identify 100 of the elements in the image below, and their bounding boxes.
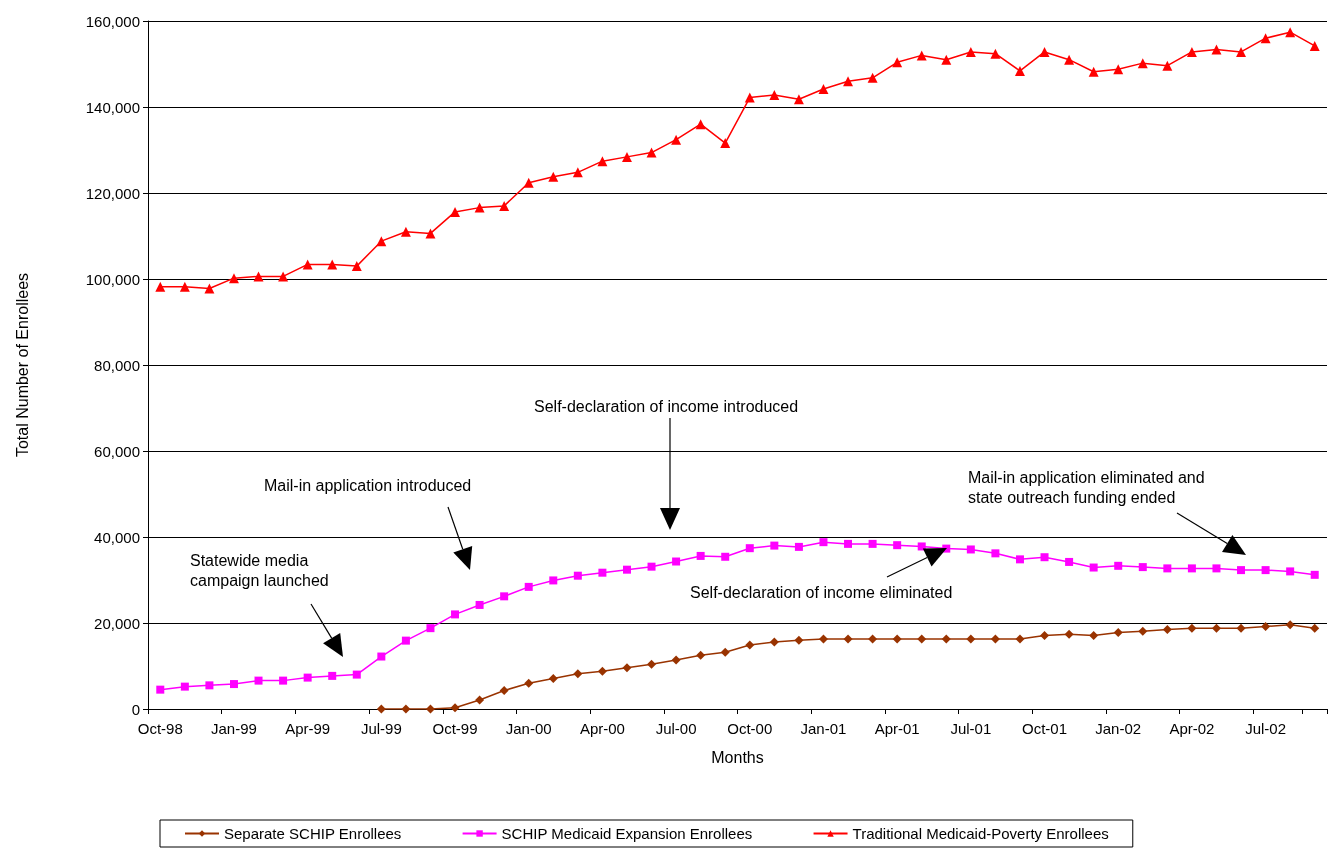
point	[647, 659, 657, 669]
legend-label: Separate SCHIP Enrollees	[224, 825, 402, 842]
y-axis-title: Total Number of Enrollees	[13, 272, 31, 458]
point	[156, 685, 165, 694]
point	[1163, 564, 1172, 573]
point	[1162, 60, 1173, 71]
point	[597, 666, 607, 676]
point	[1039, 46, 1050, 57]
point	[1260, 33, 1271, 44]
point	[1040, 553, 1049, 562]
point	[893, 541, 902, 550]
point	[672, 557, 681, 566]
point	[646, 147, 657, 158]
point	[990, 634, 1000, 644]
point	[279, 676, 288, 685]
point	[1113, 627, 1123, 637]
point	[1040, 630, 1050, 640]
point	[671, 134, 682, 145]
point	[1285, 620, 1295, 630]
annotation: Self-declaration of income eliminated	[690, 583, 953, 603]
point	[205, 681, 214, 690]
point	[622, 663, 632, 673]
point	[524, 678, 534, 688]
x-tick-label: Oct-00	[727, 720, 773, 737]
point	[1309, 40, 1320, 51]
point	[991, 549, 1000, 558]
point	[426, 624, 435, 633]
point	[769, 89, 780, 100]
point	[155, 281, 166, 292]
x-tick-label: Jan-99	[211, 720, 257, 737]
x-axis-title: Months	[711, 748, 764, 766]
point	[598, 568, 607, 577]
point	[451, 610, 460, 619]
point	[1088, 66, 1099, 77]
point	[474, 202, 485, 213]
point	[745, 640, 755, 650]
point	[1064, 629, 1074, 639]
point	[990, 48, 1001, 59]
point	[1186, 46, 1197, 57]
y-tick-label: 80,000	[94, 356, 140, 374]
point	[647, 562, 656, 571]
point	[328, 671, 337, 680]
x-tick-label: Jul-00	[655, 720, 697, 737]
x-tick-label: Jul-02	[1245, 720, 1287, 737]
point	[966, 634, 976, 644]
point	[229, 680, 238, 689]
annotation: Mail-in application eliminated and state outreach funding ended	[968, 468, 1206, 508]
point	[1138, 563, 1147, 572]
point	[302, 259, 313, 270]
point	[253, 271, 264, 282]
point	[1015, 634, 1025, 644]
point	[425, 704, 435, 714]
y-tick-label: 40,000	[94, 528, 140, 546]
point	[1114, 561, 1123, 570]
point	[916, 50, 927, 61]
point	[843, 634, 853, 644]
point	[1162, 624, 1172, 634]
point	[892, 57, 903, 68]
point	[844, 539, 853, 548]
point	[499, 686, 509, 696]
point	[917, 542, 926, 551]
point	[548, 673, 558, 683]
point	[1014, 65, 1025, 76]
point	[721, 552, 730, 561]
point	[1113, 64, 1124, 75]
point	[1286, 567, 1295, 576]
point	[352, 670, 361, 679]
point	[1236, 623, 1246, 633]
point	[622, 565, 631, 574]
point	[1138, 626, 1148, 636]
point	[523, 177, 534, 188]
point	[401, 704, 411, 714]
x-tick-label: Oct-98	[137, 720, 183, 737]
legend-label: Traditional Medicaid-Poverty Enrollees	[852, 825, 1109, 842]
point	[228, 273, 239, 284]
point	[1285, 27, 1296, 38]
point	[1065, 557, 1074, 566]
point	[965, 46, 976, 57]
point	[720, 138, 731, 149]
point	[475, 600, 484, 609]
point	[868, 539, 877, 548]
point	[941, 54, 952, 65]
point	[499, 200, 510, 211]
point	[1211, 44, 1222, 55]
point	[744, 92, 755, 103]
point	[695, 119, 706, 130]
y-tick-label: 100,000	[85, 270, 140, 288]
x-tick-label: Apr-99	[285, 720, 331, 737]
annotation: Mail-in application introduced	[264, 476, 472, 496]
point	[376, 236, 387, 247]
point	[254, 676, 263, 685]
point	[1089, 630, 1099, 640]
point	[1261, 566, 1270, 575]
point	[549, 576, 558, 585]
point	[769, 637, 779, 647]
point	[818, 634, 828, 644]
y-tick-label: 120,000	[85, 184, 140, 202]
x-tick-label: Oct-99	[432, 720, 478, 737]
point	[1310, 623, 1320, 633]
point	[1137, 58, 1148, 69]
